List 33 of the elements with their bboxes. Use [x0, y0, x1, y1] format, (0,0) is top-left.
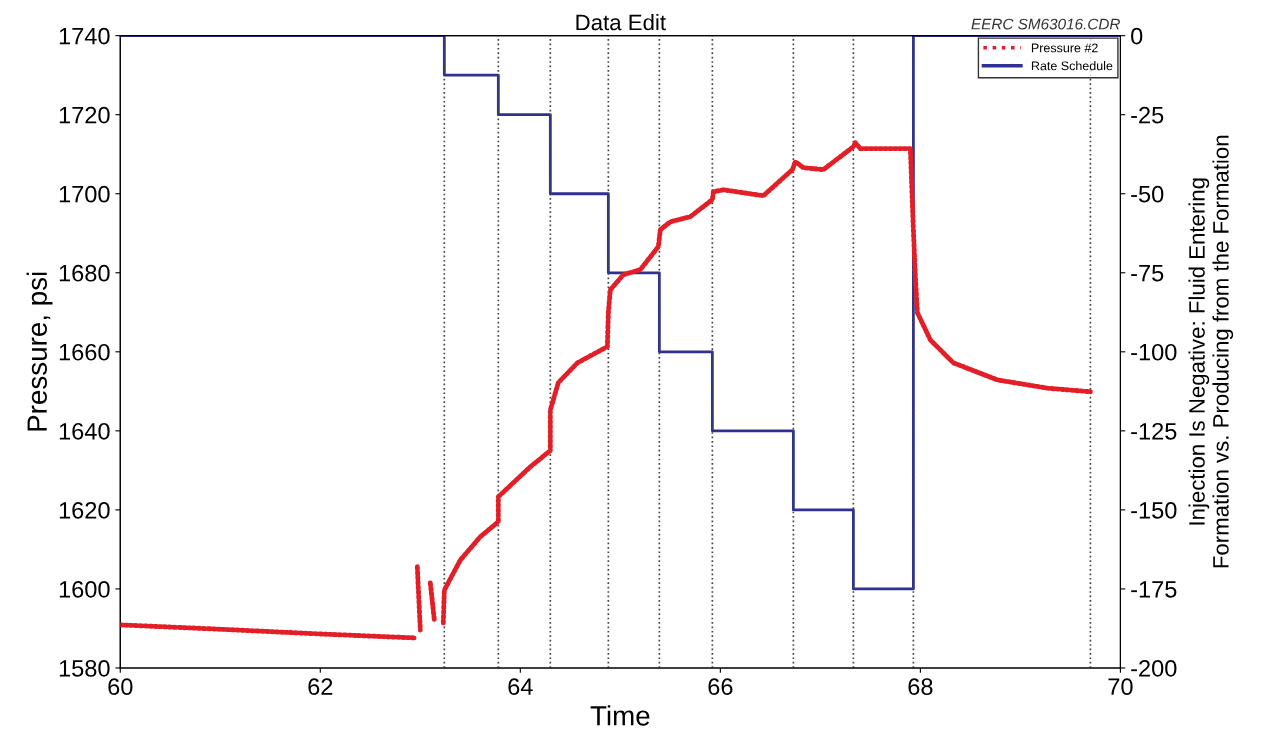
x-tick-label: 60: [108, 678, 133, 696]
chart-title: Data Edit: [576, 14, 666, 31]
line-series: [440, 140, 1093, 626]
y-tick-label: 1640: [59, 422, 110, 440]
y2-tick-label: -200: [1131, 660, 1177, 677]
y2-tick-label: -150: [1131, 501, 1177, 519]
y-tick-label: 1580: [59, 660, 110, 677]
y-tick-label: 1660: [59, 343, 110, 361]
y-tick-label: 1620: [59, 501, 110, 519]
y2-tick-label: -25: [1131, 106, 1164, 124]
y-tick-label: 1740: [59, 27, 110, 45]
y2-tick-label: -100: [1131, 343, 1177, 361]
y-tick-label: 1600: [59, 580, 110, 598]
y2-axis-title: Injection Is Negative: Fluid Entering Formation vs. Producing from the Formation: [1188, 135, 1234, 568]
y2-tick-label: 0: [1131, 27, 1143, 45]
y-tick-label: 1680: [59, 264, 110, 282]
x-tick-label: 70: [1108, 678, 1133, 696]
x-tick-label: 62: [308, 678, 333, 696]
y2-tick-label: -125: [1131, 422, 1177, 440]
y-axis-title: Pressure, psi: [26, 272, 53, 431]
x-axis-title: Time: [590, 705, 650, 726]
y-tick-label: 1700: [59, 185, 110, 203]
legend-label: Rate Schedule: [1031, 61, 1113, 71]
y2-tick-label: -50: [1131, 185, 1164, 203]
y2-tick-label: -175: [1131, 581, 1177, 598]
y-tick-label: 1720: [59, 106, 110, 124]
line-series: [120, 622, 418, 641]
legend-label: Pressure #2: [1031, 43, 1098, 53]
x-tick-label: 64: [508, 678, 533, 696]
text: EERC SM63016.CDR: [971, 18, 1120, 30]
y2-tick-label: -75: [1131, 265, 1164, 282]
x-tick-label: 66: [708, 678, 733, 696]
x-tick-label: 68: [908, 678, 933, 696]
